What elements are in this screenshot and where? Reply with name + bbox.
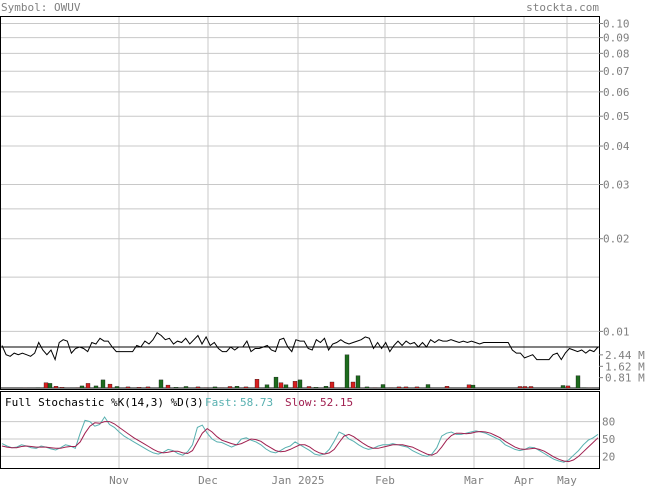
volume-bar bbox=[297, 379, 303, 389]
volume-bar bbox=[107, 383, 113, 389]
volume-bar bbox=[173, 387, 179, 389]
volume-bar bbox=[183, 386, 189, 389]
volume-bar bbox=[243, 386, 249, 389]
volume-bar bbox=[59, 387, 65, 389]
volume-bar bbox=[329, 381, 335, 389]
volume-bar bbox=[100, 379, 106, 389]
site-link[interactable]: stockta.com bbox=[526, 1, 599, 14]
volume-bar bbox=[136, 387, 142, 389]
volume-bar bbox=[158, 379, 164, 389]
price-tick-label: 0.04 bbox=[603, 140, 630, 153]
volume-bar bbox=[264, 384, 270, 389]
price-tick-label: 0.09 bbox=[603, 32, 630, 45]
volume-bar bbox=[528, 386, 534, 389]
volume-bar bbox=[355, 375, 361, 389]
x-axis: Nov Dec Jan 2025 Feb Mar Apr May bbox=[109, 474, 577, 486]
x-tick-label: Dec bbox=[198, 474, 218, 486]
volume-bar bbox=[195, 386, 201, 389]
volume-bar bbox=[396, 386, 402, 389]
volume-bar bbox=[575, 375, 581, 389]
volume-bar bbox=[323, 386, 329, 389]
stoch-tick-label: 80 bbox=[602, 416, 615, 429]
volume-bar bbox=[517, 386, 523, 389]
slow-label: Slow: bbox=[285, 396, 318, 409]
x-tick-label: Mar bbox=[464, 474, 484, 486]
price-panel-frame bbox=[0, 16, 600, 390]
volume-bar bbox=[114, 386, 120, 389]
volume-bar bbox=[278, 382, 284, 389]
volume-bar bbox=[313, 387, 319, 389]
volume-tick-label: 0.81 M bbox=[605, 372, 645, 385]
volume-bar bbox=[273, 376, 279, 389]
volume-bar bbox=[425, 384, 431, 389]
volume-bar bbox=[380, 384, 386, 389]
price-series bbox=[1, 331, 599, 362]
price-tick-label: 0.03 bbox=[603, 179, 630, 192]
volume-bar bbox=[306, 386, 312, 389]
price-tick-label: 0.06 bbox=[603, 86, 630, 99]
volume-bar bbox=[444, 386, 450, 389]
x-tick-label: May bbox=[557, 474, 577, 486]
price-tick-label: 0.08 bbox=[603, 47, 630, 60]
fast-label: Fast: bbox=[205, 396, 238, 409]
volume-bar bbox=[403, 386, 409, 389]
volume-bar bbox=[227, 386, 233, 389]
volume-bar bbox=[234, 386, 240, 389]
volume-tick-label: 1.62 M bbox=[605, 360, 645, 373]
volume-bar bbox=[565, 385, 571, 389]
volume-bar bbox=[350, 381, 356, 389]
volume-tick-label: 2.44 M bbox=[605, 349, 645, 362]
stochastic-panel-frame bbox=[0, 391, 600, 469]
volume-bar bbox=[470, 384, 476, 389]
volume-bar bbox=[79, 385, 85, 389]
volume-bar bbox=[165, 384, 171, 389]
volume-bar bbox=[254, 379, 260, 389]
volume-bar bbox=[414, 386, 420, 389]
volume-bars bbox=[1, 354, 599, 389]
volume-bar bbox=[47, 383, 53, 389]
volume-bar bbox=[560, 385, 566, 389]
price-axis: 0.100.09 0.08 0.07 0.06 0.05 0.04 0.03 0.02 0.01… bbox=[599, 18, 645, 463]
stoch-tick-label: 50 bbox=[602, 433, 615, 446]
volume-bar bbox=[125, 386, 131, 389]
volume-bar bbox=[364, 386, 370, 389]
volume-bar bbox=[344, 354, 350, 389]
price-tick-label: 0.01 bbox=[603, 325, 630, 338]
stochastic-title: Full Stochastic %K(14,3) %D(3) bbox=[5, 396, 204, 409]
slow-line bbox=[1, 421, 599, 463]
price-tick-label: 0.10 bbox=[603, 18, 630, 31]
volume-bar bbox=[43, 382, 49, 389]
slow-value: 52.15 bbox=[320, 396, 353, 409]
volume-bar bbox=[93, 385, 99, 389]
price-line bbox=[1, 331, 599, 362]
fast-value: 58.73 bbox=[240, 396, 273, 409]
price-tick-label: 0.05 bbox=[603, 110, 630, 123]
volume-bar bbox=[283, 384, 289, 389]
stochastic-series bbox=[1, 416, 599, 463]
volume-bar bbox=[466, 384, 472, 389]
price-tick-label: 0.07 bbox=[603, 65, 630, 78]
stoch-tick-label: 20 bbox=[602, 450, 615, 463]
symbol-label: Symbol: OWUV bbox=[1, 1, 81, 14]
grid bbox=[1, 17, 599, 468]
volume-bar bbox=[85, 383, 91, 389]
volume-bar bbox=[145, 386, 151, 389]
x-tick-label: Feb bbox=[375, 474, 395, 486]
volume-bar bbox=[522, 386, 528, 389]
x-tick-label: Jan 2025 bbox=[272, 474, 325, 486]
volume-bar bbox=[292, 381, 298, 389]
x-tick-label: Apr bbox=[514, 474, 534, 486]
volume-bar bbox=[212, 386, 218, 389]
price-tick-label: 0.02 bbox=[603, 233, 630, 246]
x-tick-label: Nov bbox=[109, 474, 129, 486]
volume-bar bbox=[53, 386, 59, 389]
